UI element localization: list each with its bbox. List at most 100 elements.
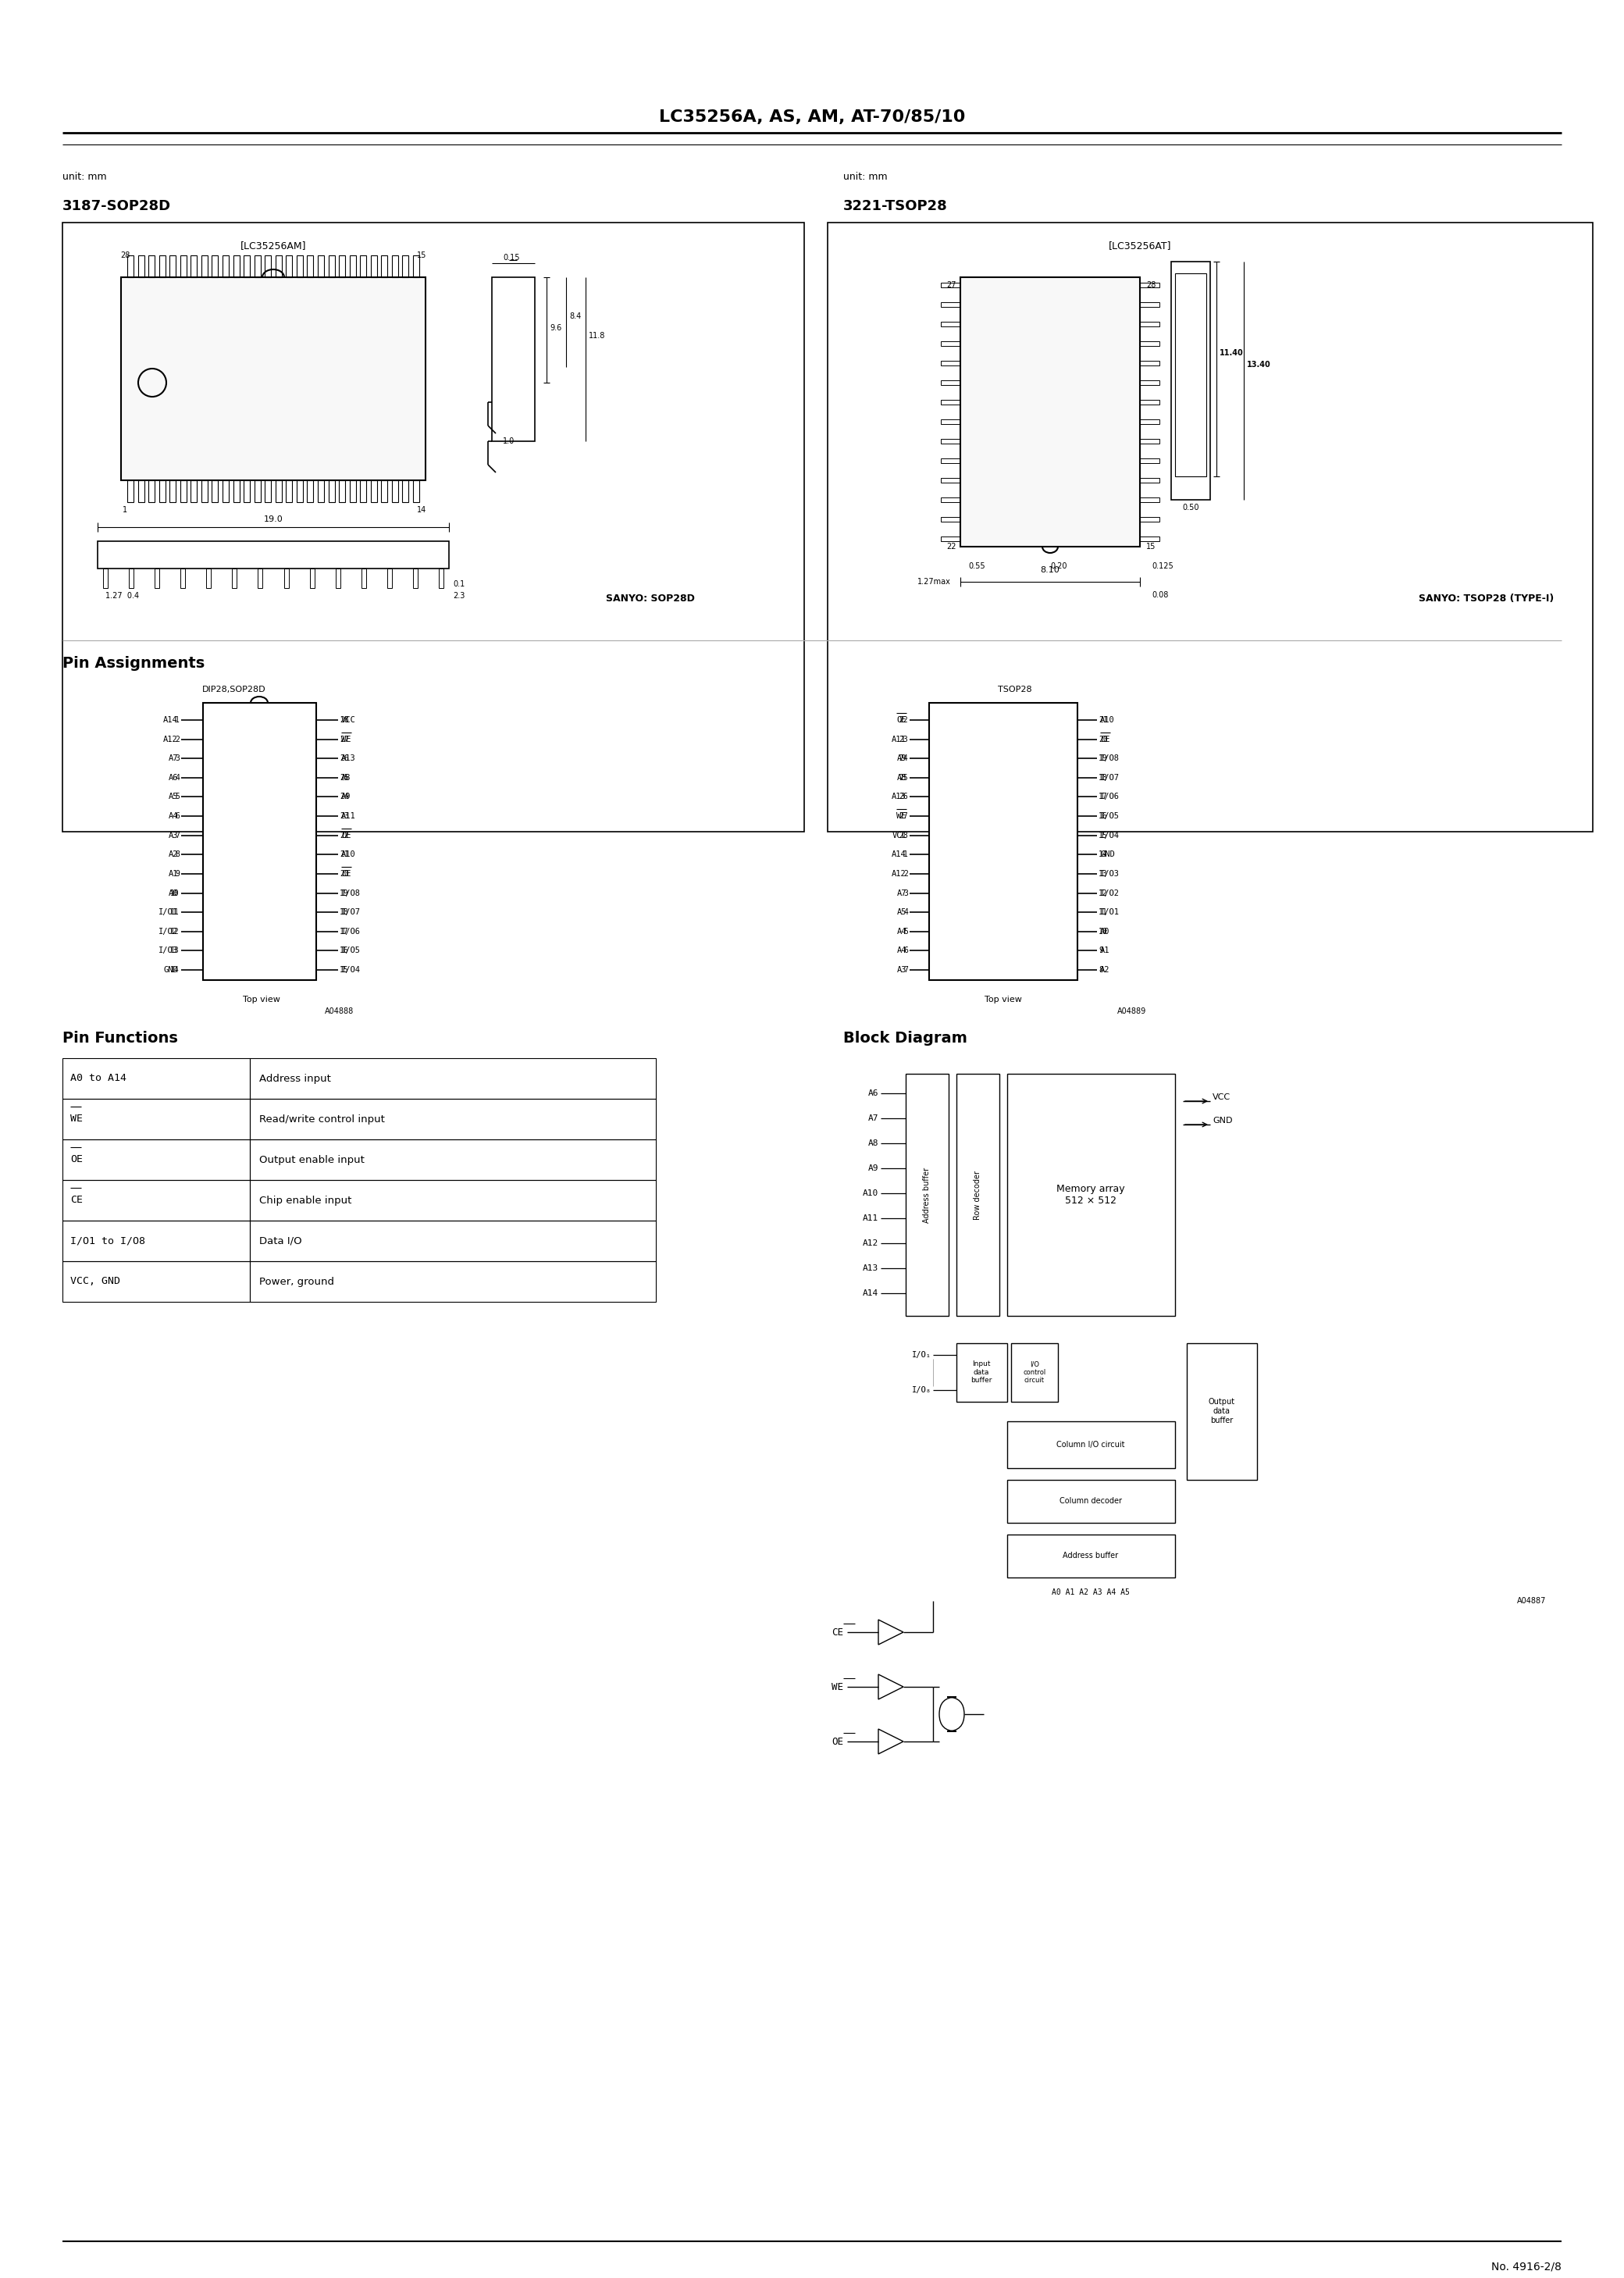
Bar [412,481,419,501]
Bar [1140,497,1160,501]
Text: Address input: Address input [260,1073,331,1084]
Bar [339,255,346,278]
Bar [154,570,159,588]
Text: 15: 15 [417,251,427,260]
Bar [940,321,960,326]
Text: 28: 28 [898,831,908,838]
Text: 2.3: 2.3 [453,592,464,599]
Bar [940,360,960,364]
Text: A2: A2 [1099,966,1109,973]
Text: VCC: VCC [892,831,906,838]
Text: 22: 22 [898,715,908,724]
Bar [138,255,145,278]
Bar [286,255,292,278]
Text: I/O7: I/O7 [341,909,361,916]
Text: 0.125: 0.125 [1151,563,1173,570]
Bar [203,704,317,980]
Bar [169,255,175,278]
Text: 28: 28 [339,715,349,724]
Text: 14: 14 [171,966,180,973]
Bar [940,538,960,542]
Bar [310,570,315,588]
Bar [265,255,271,278]
Text: 1.27  0.4: 1.27 0.4 [106,592,140,599]
Bar [201,255,208,278]
Text: CE: CE [70,1196,83,1205]
Text: I/O4: I/O4 [1099,831,1119,838]
Bar [382,481,388,501]
Bar [276,255,281,278]
Text: A13: A13 [341,754,356,763]
Text: Output enable input: Output enable input [260,1155,364,1164]
Bar [127,481,133,501]
Bar [250,1180,656,1221]
Bar [318,255,325,278]
Text: unit: mm: unit: mm [62,171,107,182]
Text: 13: 13 [171,948,180,954]
Text: I/O6: I/O6 [1099,793,1119,802]
Text: 25: 25 [898,775,908,781]
Text: Chip enable input: Chip enable input [260,1196,352,1205]
Text: I/O2: I/O2 [1099,888,1119,898]
Bar [62,1262,250,1301]
Text: I/O5: I/O5 [1099,813,1119,820]
Text: I/O4: I/O4 [341,966,361,973]
Text: Address buffer: Address buffer [1064,1551,1119,1560]
Text: A10: A10 [1099,715,1114,724]
Text: 10: 10 [171,888,180,898]
Bar [1140,342,1160,346]
Text: 27: 27 [898,813,908,820]
Bar [297,481,302,501]
Text: 14: 14 [1098,850,1108,859]
Text: 1.0: 1.0 [503,437,515,444]
Bar [159,481,166,501]
Text: 28: 28 [1147,280,1156,289]
Bar [336,570,339,588]
Bar [234,255,239,278]
Bar [1140,282,1160,287]
Text: I/O5: I/O5 [341,948,361,954]
Text: I/O₈: I/O₈ [913,1387,932,1394]
Text: A14: A14 [892,850,906,859]
Bar [391,481,398,501]
Bar [957,1073,999,1317]
Text: A12: A12 [164,736,179,743]
Text: A14: A14 [164,715,179,724]
Text: 20: 20 [339,870,349,877]
Text: 1.27max: 1.27max [918,579,952,585]
Text: 23: 23 [898,736,908,743]
Text: 12: 12 [1098,888,1108,898]
Text: A9: A9 [341,793,351,802]
Bar [284,570,289,588]
Text: 5: 5 [903,927,908,936]
Text: Row decoder: Row decoder [974,1171,981,1219]
Text: Memory array
512 × 512: Memory array 512 × 512 [1057,1185,1125,1205]
Text: 8.4: 8.4 [568,312,581,321]
Text: GND: GND [1213,1116,1233,1125]
Text: A4: A4 [896,948,906,954]
Bar [1012,1344,1057,1401]
Bar [244,255,250,278]
Text: [LC35256AM]: [LC35256AM] [240,241,307,251]
Text: A9: A9 [896,754,906,763]
Text: 13.40: 13.40 [1247,360,1272,369]
Text: 18: 18 [1098,775,1108,781]
Text: WE: WE [70,1114,83,1123]
Text: 10: 10 [1098,927,1108,936]
Bar [1140,321,1160,326]
Bar [387,570,391,588]
Bar [412,570,417,588]
Bar [940,303,960,308]
Text: 7: 7 [903,966,908,973]
Bar [62,1139,250,1180]
Bar [138,481,145,501]
Bar [201,481,208,501]
Bar [492,278,534,442]
Bar [169,481,175,501]
Bar [1171,262,1210,499]
Bar [213,481,218,501]
Text: 11: 11 [1098,909,1108,916]
Text: 5: 5 [175,793,180,802]
Text: OE: OE [341,831,351,838]
Text: DIP28,SOP28D: DIP28,SOP28D [203,686,266,693]
